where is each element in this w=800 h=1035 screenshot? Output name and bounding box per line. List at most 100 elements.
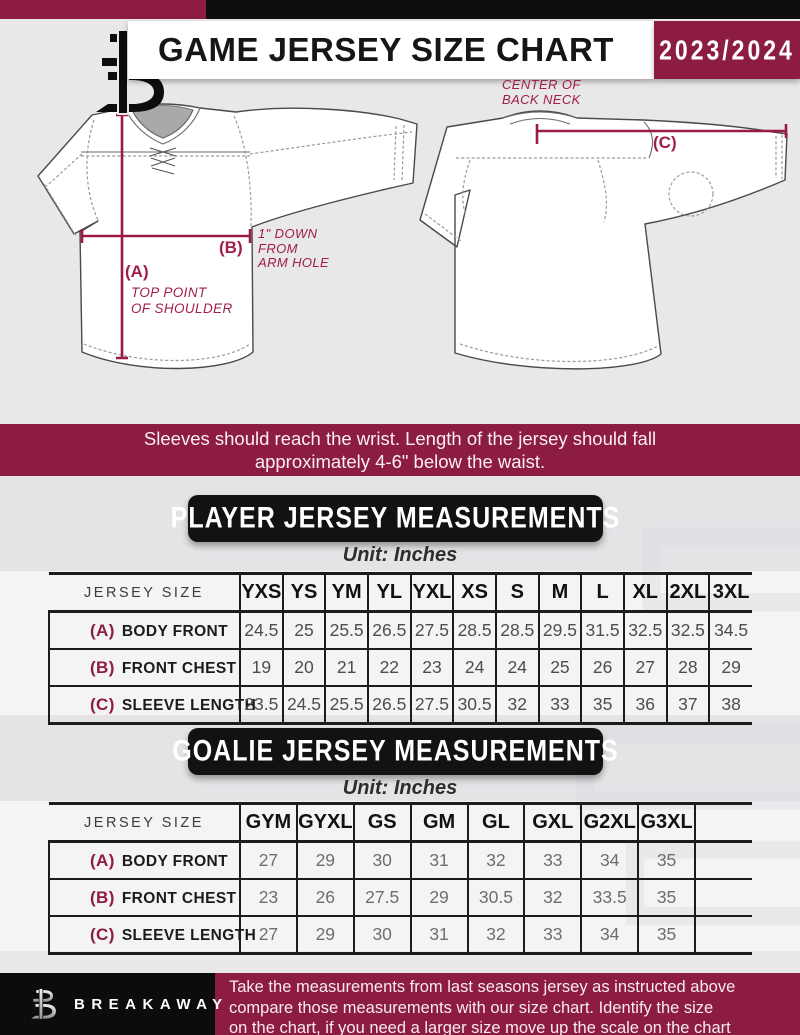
size-column-header	[694, 803, 752, 843]
player-section-banner: PLAYER JERSEY MEASUREMENTS	[171, 495, 619, 542]
measurement-value-cell: 23.5	[239, 686, 283, 724]
measurement-value-cell: 34.5	[708, 611, 752, 649]
notice-line: Sleeves should reach the wrist. Length o…	[143, 428, 657, 449]
measurement-value-cell: 26.5	[366, 611, 411, 649]
footer-instructions-block	[215, 973, 800, 1035]
measurement-value-cell: 30	[352, 916, 411, 954]
size-column-header: GS	[352, 803, 411, 843]
size-column-header: GYXL	[295, 803, 354, 843]
measurement-value-cell	[694, 916, 752, 954]
measurement-value-cell: 24	[494, 649, 539, 686]
measurement-row-label: (A) BODY FRONT	[48, 841, 240, 879]
measurement-value-cell: 38	[708, 686, 752, 724]
measurement-value-cell: 37	[665, 686, 710, 724]
measurement-key: (B)	[90, 887, 115, 907]
measurement-value-cell: 32	[466, 916, 525, 954]
measurement-value-cell: 30.5	[452, 686, 496, 724]
header-row: JERSEY SIZE YXS YS YM YL YXL XS S M L XL 2XL 3XL	[49, 573, 752, 613]
size-column-header: G3XL	[637, 803, 695, 843]
measurement-row: (C) SLEEVE LENGTH 23.5 24.5 25.5 26.5 27.5 30.5…	[48, 686, 752, 724]
goalie-section-banner: GOALIE JERSEY MEASUREMENTS	[172, 728, 618, 775]
measurement-value-cell: 30.5	[466, 879, 525, 916]
measurement-value-cell: 33.5	[580, 879, 639, 916]
size-column-header: 3XL	[708, 573, 752, 613]
goalie-size-table: JERSEY SIZE GYM GYXL GS GM GL GXL G2XL G3XL (A)…	[48, 802, 752, 955]
player-banner-label: PLAYER JERSEY MEASUREMENTS	[170, 501, 621, 535]
measurement-value-cell: 31	[409, 916, 468, 954]
measurement-value-cell: 27	[239, 841, 297, 879]
measurement-value-cell: 34	[580, 916, 639, 954]
notice-line: approximately 4-6" below the waist.	[254, 451, 546, 472]
measurement-row-label: (A) BODY FRONT	[48, 611, 240, 649]
size-column-header: YM	[324, 573, 368, 613]
measurement-row: (A) BODY FRONT 24.5 25 25.5 26.5 27.5 28.5 28.5 2…	[48, 611, 752, 649]
measurement-value-cell: 32	[466, 841, 525, 879]
goalie-unit-label: Unit: Inches	[342, 777, 458, 799]
measurement-key: (A)	[90, 620, 115, 640]
size-column-header: L	[580, 573, 624, 613]
top-bar-maroon	[0, 0, 206, 19]
footer-line: Take the measurements from last seasons …	[229, 978, 736, 996]
measurement-value-cell: 26	[295, 879, 354, 916]
measurement-key: (A)	[90, 850, 115, 870]
measurement-row-label: (C) SLEEVE LENGTH	[48, 686, 256, 724]
arm-hole-note: 1" DOWN FROM ARM HOLE	[258, 226, 330, 270]
center-back-neck-note: CENTER OF BACK NECK	[502, 77, 581, 107]
measurement-value-cell: 29	[295, 841, 354, 879]
measurement-value-cell: 36	[622, 686, 667, 724]
measurement-value-cell: 25.5	[324, 611, 368, 649]
title-band: GAME JERSEY SIZE CHART	[128, 21, 654, 79]
measurement-value-cell: 32.5	[622, 611, 667, 649]
measurement-value-cell: 28.5	[452, 611, 496, 649]
size-column-header: GM	[409, 803, 468, 843]
size-column-header: 2XL	[665, 573, 710, 613]
size-column-header: YXL	[409, 573, 454, 613]
measure-line-c	[535, 124, 788, 144]
size-column-header: S	[494, 573, 539, 613]
measurement-value-cell: 28.5	[494, 611, 539, 649]
measure-line-b	[80, 229, 252, 243]
measurement-value-cell: 28	[665, 649, 710, 686]
measurement-value-cell: 22	[366, 649, 411, 686]
footer-brand-name: BREAKAWAY	[74, 996, 229, 1013]
measurement-row-label: (B) FRONT CHEST	[48, 879, 240, 916]
top-bar-black	[206, 0, 800, 19]
measurement-value-cell: 29.5	[537, 611, 582, 649]
measurement-value-cell: 32.5	[665, 611, 710, 649]
measurement-value-cell: 32	[523, 879, 582, 916]
jersey-front-diagram	[28, 86, 420, 406]
measurement-value-cell: 35	[637, 841, 695, 879]
fit-notice-band: Sleeves should reach the wrist. Length o…	[0, 424, 800, 476]
measurement-row: (B) FRONT CHEST 19 20 21 22 23 24 24 25 26 27 28 29	[48, 649, 752, 686]
jersey-back-diagram	[408, 86, 800, 406]
season-label: 2023/2024	[659, 33, 795, 65]
measurement-value-cell: 35	[637, 879, 695, 916]
size-column-header: XL	[622, 573, 667, 613]
measurement-value-cell: 27	[239, 916, 297, 954]
jersey-size-header: JERSEY SIZE	[49, 803, 240, 843]
measurement-value-cell: 33	[523, 841, 582, 879]
measurement-value-cell: 29	[708, 649, 752, 686]
measurement-value-cell: 20	[281, 649, 326, 686]
measurement-value-cell: 33	[523, 916, 582, 954]
measurement-value-cell: 27.5	[409, 611, 454, 649]
measurement-value-cell: 32	[494, 686, 539, 724]
measurement-row: (C) SLEEVE LENGTH 27 29 30 31 32 33 34 35	[48, 916, 752, 954]
size-column-header: G2XL	[580, 803, 639, 843]
measurement-value-cell: 29	[409, 879, 468, 916]
measurement-row-label: (C) SLEEVE LENGTH	[48, 916, 256, 954]
measurement-key: (C)	[90, 924, 115, 944]
size-column-header: YS	[281, 573, 326, 613]
measurement-value-cell: 27.5	[409, 686, 454, 724]
season-chip: 2023/2024	[654, 21, 800, 79]
measurement-value-cell: 24.5	[281, 686, 326, 724]
breakaway-footer-logo-icon	[26, 987, 64, 1021]
measurement-value-cell	[694, 841, 752, 879]
a-label: (A)	[125, 262, 149, 281]
size-column-header: XS	[452, 573, 496, 613]
header-row: JERSEY SIZE GYM GYXL GS GM GL GXL G2XL G3XL	[49, 803, 752, 843]
measurement-value-cell: 24	[452, 649, 496, 686]
measurement-value-cell: 31.5	[580, 611, 624, 649]
measurement-value-cell: 29	[295, 916, 354, 954]
measurement-value-cell: 23	[409, 649, 454, 686]
